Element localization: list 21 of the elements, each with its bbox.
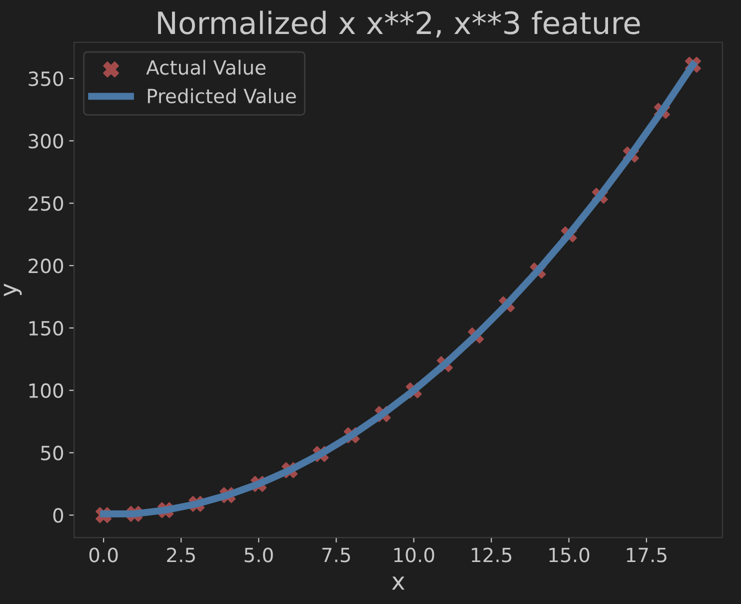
x-tick-label: 5.0 xyxy=(244,548,273,562)
x-tick-label: 15.0 xyxy=(549,548,590,562)
x-tick-label: 2.5 xyxy=(167,548,195,562)
x-tick-label: 0.0 xyxy=(89,548,118,562)
x-tick-label: 12.5 xyxy=(472,548,512,562)
y-axis-title: y xyxy=(4,284,22,296)
legend-label: Actual Value xyxy=(146,60,266,75)
x-tick-label: 10.0 xyxy=(394,548,434,562)
y-tick-label: 350 xyxy=(28,71,64,86)
x-axis-title: x xyxy=(392,576,404,590)
y-tick-label: 0 xyxy=(53,508,64,523)
y-tick-label: 100 xyxy=(29,383,64,398)
x-tick-label: 7.5 xyxy=(322,548,350,562)
x-tick-label: 17.5 xyxy=(626,548,666,562)
y-tick-label: 150 xyxy=(29,320,64,336)
y-tick-label: 50 xyxy=(41,446,64,460)
y-tick-label: 250 xyxy=(28,196,64,211)
legend-label: Predicted Value xyxy=(148,88,296,104)
y-tick-label: 300 xyxy=(28,134,64,148)
chart-title: Normalized x x**2, x**3 feature xyxy=(158,10,640,38)
y-tick-label: 200 xyxy=(28,258,64,274)
